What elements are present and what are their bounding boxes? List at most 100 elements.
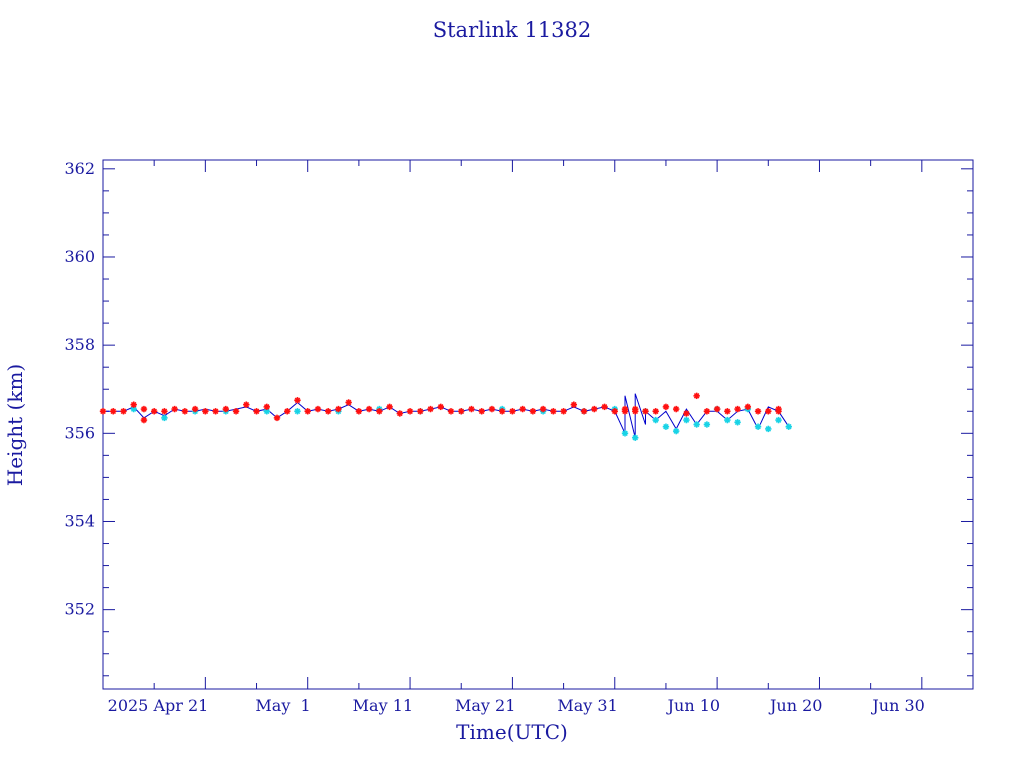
- x-tick-label: May 11: [353, 696, 413, 715]
- red-data-point: [294, 397, 301, 404]
- red-data-point: [417, 408, 424, 415]
- red-data-point: [662, 403, 670, 411]
- red-data-point: [652, 408, 659, 415]
- red-data-point: [140, 405, 148, 413]
- chart-title: Starlink 11382: [433, 18, 592, 42]
- red-data-point: [672, 405, 680, 413]
- red-data-point: [437, 403, 444, 411]
- red-data-point: [324, 408, 332, 415]
- red-data-point: [232, 408, 240, 415]
- red-data-point: [744, 403, 752, 411]
- red-data-point: [765, 408, 772, 415]
- cyan-data-point: [672, 427, 680, 435]
- red-data-point: [99, 408, 107, 415]
- red-data-point: [386, 403, 393, 411]
- red-data-point: [734, 405, 741, 413]
- y-tick-label: 358: [64, 335, 95, 354]
- red-data-point: [468, 405, 475, 413]
- red-data-point: [335, 405, 342, 413]
- x-axis: 2025 Apr 21 May 1 May 11 May 21 May 31 Jun 10…: [102, 160, 974, 715]
- red-data-point: [683, 410, 690, 417]
- plot-area: 352 354 356 358 360 362 2025 Apr 21 May 1 May 1…: [64, 159, 974, 715]
- red-data-point: [110, 408, 117, 415]
- red-data-point: [621, 405, 629, 413]
- red-data-point: [273, 414, 281, 422]
- plot-frame: [102, 159, 974, 690]
- x-tick-label: Jun 20: [768, 696, 822, 715]
- red-data-point: [539, 405, 547, 413]
- red-data-point: [191, 405, 199, 413]
- cyan-data-point: [662, 423, 670, 430]
- y-axis-label: Height (km): [3, 364, 27, 486]
- red-data-point: [775, 408, 782, 415]
- x-tick-label: May 31: [557, 696, 617, 715]
- red-data-point: [529, 408, 537, 415]
- red-data-point: [560, 408, 567, 415]
- red-data-point: [202, 408, 209, 415]
- y-tick-label: 362: [64, 159, 95, 178]
- red-data-point: [314, 405, 322, 413]
- cyan-data-point: [621, 430, 629, 437]
- cyan-data-point: [703, 421, 711, 428]
- red-data-point: [171, 405, 178, 413]
- red-data-point: [754, 408, 762, 415]
- red-data-point: [498, 408, 506, 415]
- red-data-point: [406, 408, 414, 415]
- x-tick-label: May 1: [255, 696, 310, 715]
- red-data-point: [724, 408, 731, 415]
- red-data-point: [355, 408, 363, 415]
- red-data-point: [212, 408, 219, 415]
- red-data-point: [580, 408, 588, 415]
- y-tick-label: 360: [64, 247, 95, 266]
- red-data-point: [161, 408, 168, 415]
- cyan-data-point: [734, 419, 741, 426]
- cyan-data-point: [724, 416, 731, 424]
- x-axis-label: Time(UTC): [456, 720, 568, 744]
- red-data-point: [120, 408, 127, 415]
- red-data-point: [427, 405, 434, 413]
- red-data-point: [642, 408, 649, 415]
- cyan-data-point: [785, 423, 792, 430]
- data-markers: [99, 392, 792, 441]
- red-data-point: [140, 416, 148, 424]
- red-data-point: [181, 408, 189, 415]
- red-data-point: [611, 408, 618, 415]
- red-data-point: [458, 408, 465, 415]
- red-data-point: [570, 401, 578, 408]
- red-data-point: [396, 410, 404, 417]
- cyan-data-point: [652, 416, 659, 424]
- x-tick-label: Jun 10: [666, 696, 720, 715]
- red-data-point: [693, 392, 700, 400]
- red-data-point: [447, 408, 455, 415]
- cyan-data-point: [632, 434, 639, 441]
- y-tick-label: 356: [64, 423, 95, 442]
- x-tick-label: 2025 Apr 21: [108, 696, 209, 715]
- y-tick-label: 354: [64, 511, 95, 530]
- red-data-point: [713, 405, 721, 413]
- cyan-data-point: [775, 416, 782, 424]
- red-data-point: [365, 405, 373, 413]
- red-data-point: [150, 408, 158, 415]
- red-data-point: [222, 405, 230, 413]
- red-data-point: [345, 399, 352, 406]
- cyan-data-point: [161, 414, 168, 422]
- red-data-point: [601, 403, 608, 411]
- cyan-data-point: [754, 423, 762, 430]
- red-data-point: [488, 405, 496, 413]
- red-data-point: [703, 408, 711, 415]
- red-data-point: [478, 408, 485, 415]
- red-data-point: [632, 405, 639, 413]
- red-data-point: [284, 408, 291, 415]
- red-data-point: [509, 408, 516, 415]
- red-data-point: [130, 401, 137, 408]
- y-tick-label: 352: [64, 600, 95, 619]
- red-data-point: [243, 401, 250, 408]
- cyan-data-point: [693, 421, 700, 428]
- cyan-data-point: [683, 416, 690, 424]
- cyan-data-point: [765, 425, 772, 433]
- x-tick-label: Jun 30: [870, 696, 924, 715]
- y-axis: 352 354 356 358 360 362: [64, 159, 973, 677]
- cyan-data-point: [294, 408, 301, 415]
- red-data-point: [304, 408, 311, 415]
